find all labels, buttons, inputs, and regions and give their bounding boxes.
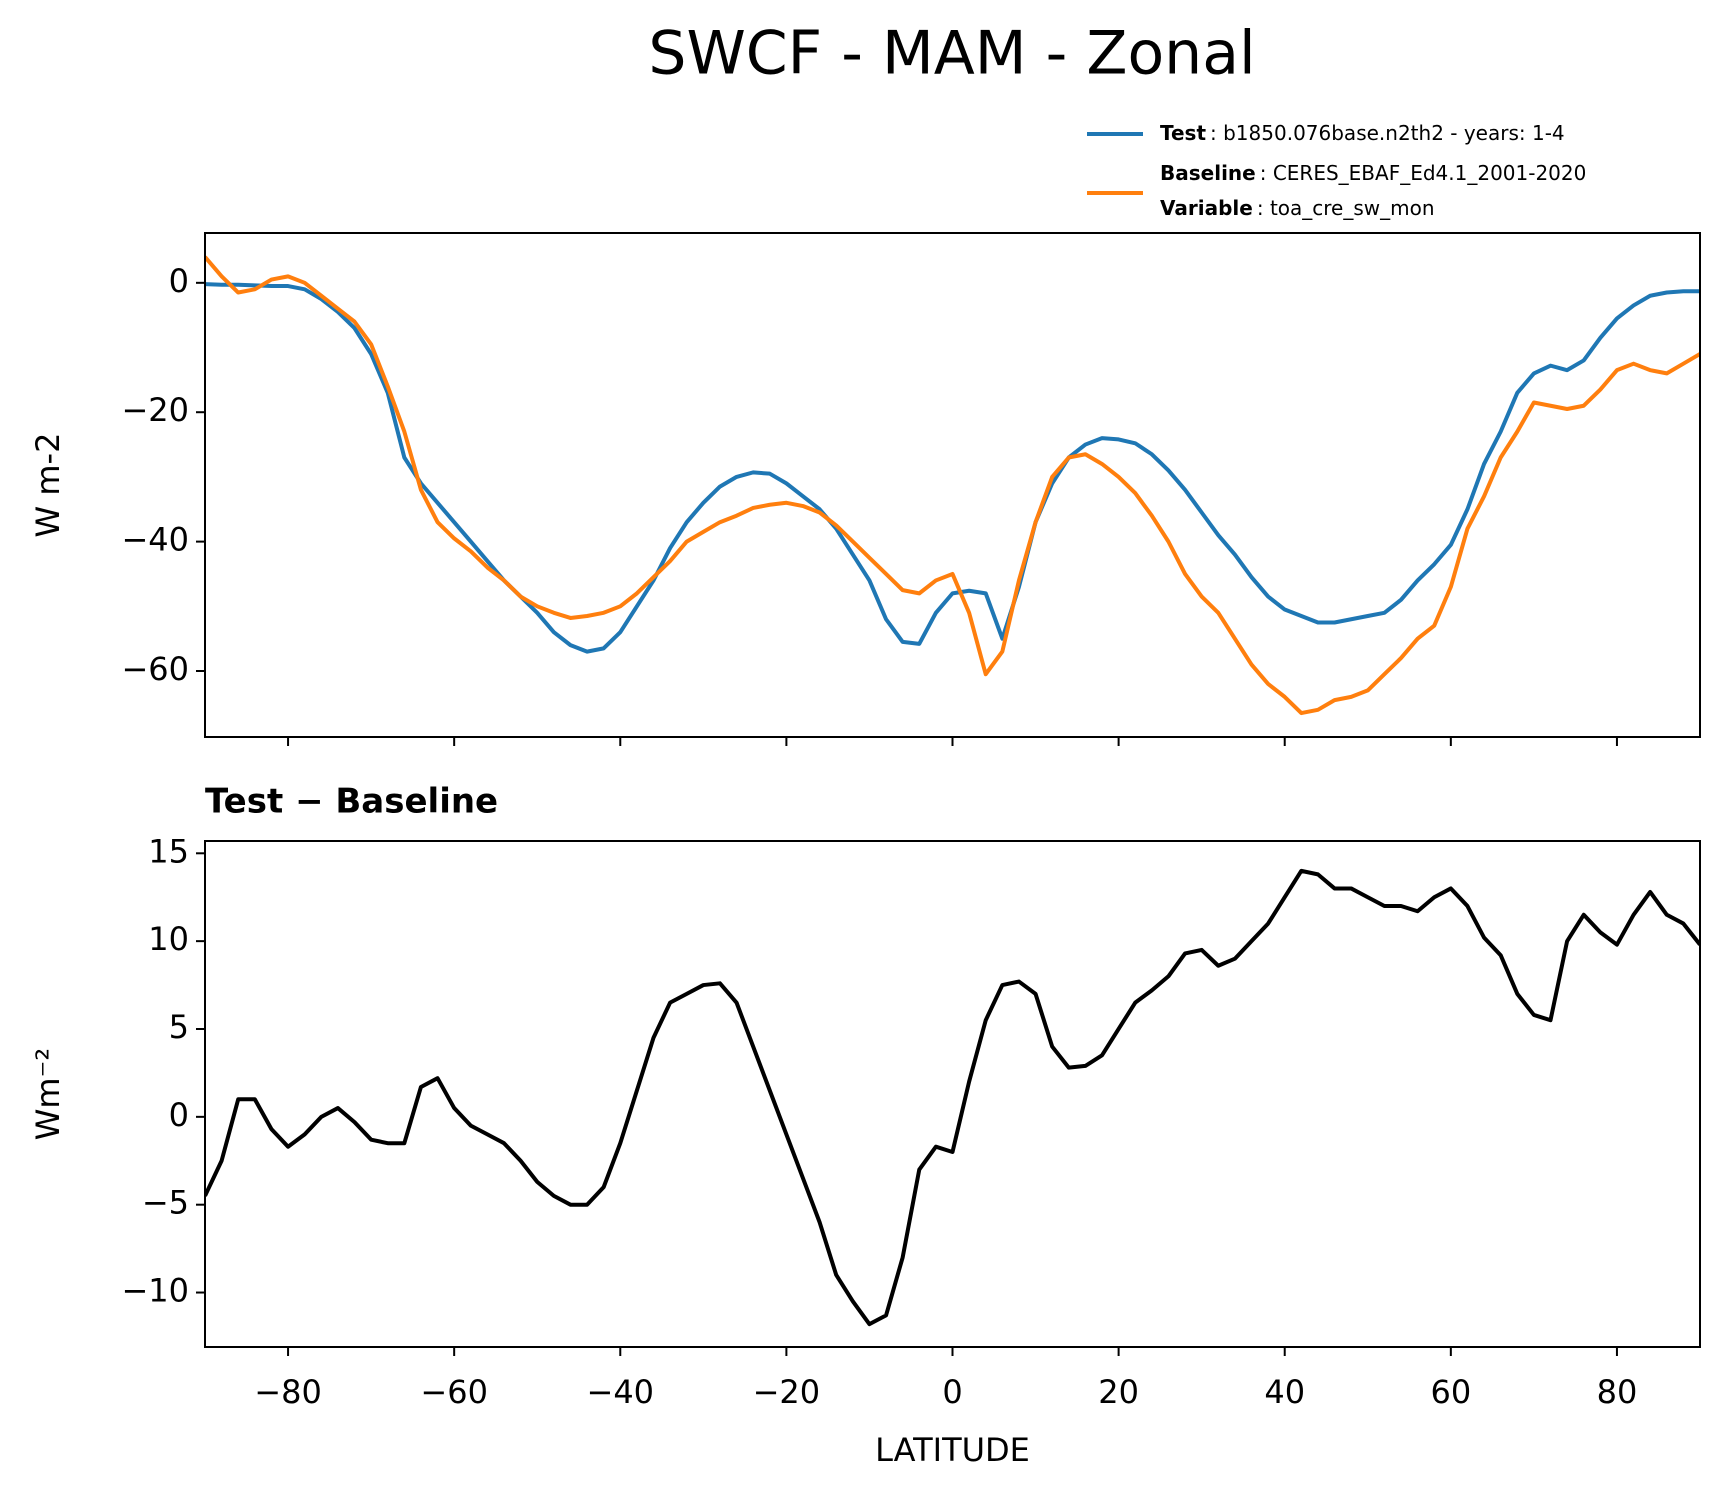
x-tick-label: −80 bbox=[254, 1373, 322, 1411]
subplot-title: Test − Baseline bbox=[205, 782, 498, 822]
x-axis-label: LATITUDE bbox=[875, 1431, 1030, 1469]
plot-area bbox=[205, 868, 1700, 1327]
plot-frame bbox=[204, 232, 1701, 738]
y-tick-label: 0 bbox=[169, 1096, 189, 1134]
data-line bbox=[205, 255, 1700, 716]
legend-name: Baseline bbox=[1160, 161, 1256, 185]
x-tick-label: −60 bbox=[420, 1373, 488, 1411]
legend-name: Variable bbox=[1160, 196, 1253, 220]
legend-text: : CERES_EBAF_Ed4.1_2001-2020 bbox=[1260, 161, 1587, 185]
x-tick-label: 0 bbox=[942, 1373, 962, 1411]
y-tick-label: −10 bbox=[121, 1272, 189, 1310]
legend-name: Test bbox=[1160, 121, 1206, 145]
y-tick-label: 5 bbox=[169, 1008, 189, 1046]
plot-frame bbox=[204, 840, 1701, 1348]
y-tick-label: 15 bbox=[148, 832, 189, 870]
plot-area bbox=[205, 255, 1700, 716]
data-line bbox=[205, 868, 1700, 1327]
x-tick-label: 20 bbox=[1098, 1373, 1139, 1411]
legend-extra: Variable: toa_cre_sw_mon bbox=[1160, 196, 1435, 220]
chart-title: SWCF - MAM - Zonal bbox=[648, 19, 1255, 89]
x-tick-label: 80 bbox=[1597, 1373, 1638, 1411]
x-tick-label: 40 bbox=[1264, 1373, 1305, 1411]
y-tick-label: −20 bbox=[121, 391, 189, 429]
legend-entry: Baseline: CERES_EBAF_Ed4.1_2001-2020 bbox=[1160, 161, 1586, 185]
y-tick-label: −5 bbox=[142, 1184, 189, 1222]
y-tick-label: 10 bbox=[148, 920, 189, 958]
x-tick-label: −20 bbox=[753, 1373, 821, 1411]
legend-text: : b1850.076base.n2th2 - years: 1-4 bbox=[1210, 121, 1565, 145]
y-axis-label: Wm⁻² bbox=[29, 1048, 67, 1141]
y-tick-label: −60 bbox=[121, 650, 189, 688]
y-tick-label: 0 bbox=[169, 262, 189, 300]
legend-entry: Test: b1850.076base.n2th2 - years: 1-4 bbox=[1160, 121, 1565, 145]
data-line bbox=[205, 282, 1700, 654]
y-tick-label: −40 bbox=[121, 521, 189, 559]
x-tick-label: −40 bbox=[587, 1373, 655, 1411]
y-axis-label: W m-2 bbox=[29, 433, 67, 538]
x-tick-label: 60 bbox=[1430, 1373, 1471, 1411]
legend-text: : toa_cre_sw_mon bbox=[1257, 196, 1435, 220]
